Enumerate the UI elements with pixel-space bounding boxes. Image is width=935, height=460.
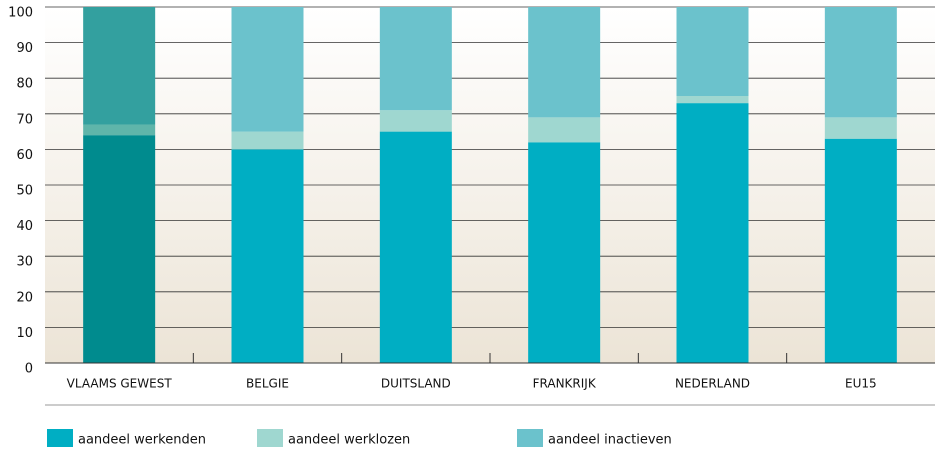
bar-segment bbox=[528, 117, 601, 143]
legend-label: aandeel werkenden bbox=[78, 433, 206, 448]
bar-segment bbox=[528, 142, 601, 363]
legend-swatch bbox=[517, 429, 543, 447]
y-tick-label: 20 bbox=[16, 290, 33, 305]
bar-segment bbox=[824, 117, 897, 139]
bar-segment bbox=[676, 103, 749, 364]
x-tick-label: VLAAMS GEWEST bbox=[67, 377, 173, 391]
y-tick-label: 90 bbox=[16, 41, 33, 56]
bar-segment bbox=[379, 131, 452, 363]
bar-segment bbox=[528, 7, 601, 118]
bar-segment bbox=[231, 131, 304, 150]
x-tick-label: BELGIE bbox=[246, 377, 289, 391]
y-tick-label: 100 bbox=[8, 6, 33, 21]
y-tick-label: 0 bbox=[25, 362, 33, 377]
x-tick-label: NEDERLAND bbox=[675, 377, 750, 391]
y-tick-label: 40 bbox=[16, 219, 33, 234]
x-tick-label: FRANKRIJK bbox=[533, 377, 597, 391]
y-tick-label: 50 bbox=[16, 184, 33, 199]
bar-segment bbox=[824, 7, 897, 118]
bar-segment bbox=[676, 96, 749, 104]
bar-segment bbox=[379, 7, 452, 111]
bar-segment bbox=[83, 135, 156, 363]
x-tick-label: DUITSLAND bbox=[381, 377, 451, 391]
bar-segment bbox=[676, 7, 749, 96]
bar-segment bbox=[379, 110, 452, 132]
bar-segment bbox=[824, 138, 897, 363]
legend-swatch bbox=[47, 429, 73, 447]
bar-segment bbox=[83, 124, 156, 136]
legend-label: aandeel inactieven bbox=[548, 433, 672, 448]
legend-label: aandeel werklozen bbox=[288, 433, 410, 448]
y-tick-label: 10 bbox=[16, 326, 33, 341]
bar-segment bbox=[83, 7, 156, 125]
x-tick-label: EU15 bbox=[845, 377, 877, 391]
y-tick-label: 60 bbox=[16, 148, 33, 163]
y-tick-label: 30 bbox=[16, 255, 33, 270]
legend-swatch bbox=[257, 429, 283, 447]
y-tick-label: 70 bbox=[16, 112, 33, 127]
bar-segment bbox=[231, 149, 304, 363]
y-tick-label: 80 bbox=[16, 77, 33, 92]
bar-segment bbox=[231, 7, 304, 132]
